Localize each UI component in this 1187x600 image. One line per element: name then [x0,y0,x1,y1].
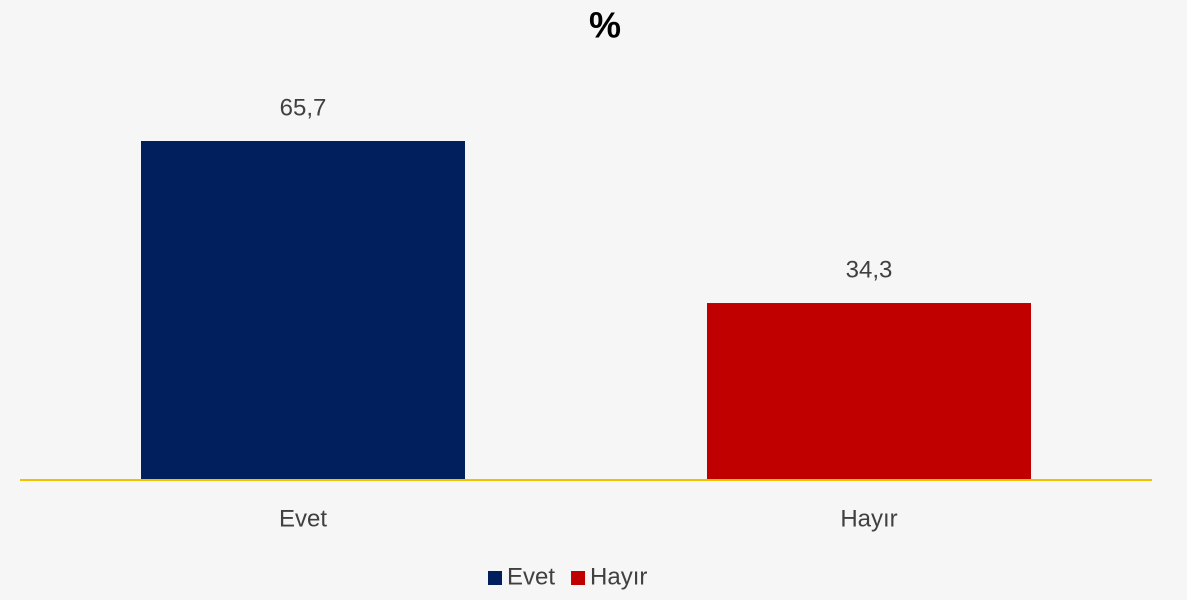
legend-swatch [488,571,502,585]
data-label: 34,3 [846,256,893,283]
x-tick-label: Evet [279,505,327,532]
data-label: 65,7 [280,94,327,121]
x-tick-label: Hayır [840,505,897,532]
bar [707,303,1031,480]
legend-swatch [571,571,586,585]
legend-label: Evet [507,563,555,590]
legend-label: Hayır [590,563,647,590]
chart-title: % [589,5,621,46]
bar [141,141,465,480]
